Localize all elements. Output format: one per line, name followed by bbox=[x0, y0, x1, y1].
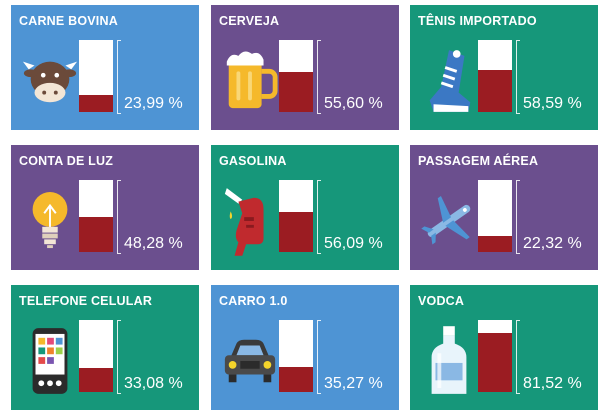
percentage-value: 56,09 % bbox=[324, 235, 383, 252]
bar-bracket bbox=[117, 320, 121, 394]
fuel-nozzle-icon bbox=[221, 183, 279, 259]
percentage-bar bbox=[478, 180, 512, 252]
cow-icon bbox=[21, 43, 79, 119]
percentage-bar-fill bbox=[279, 366, 313, 392]
card-title: TÊNIS IMPORTADO bbox=[418, 14, 537, 28]
cell-phone-icon bbox=[21, 323, 79, 399]
card-title: VODCA bbox=[418, 294, 465, 308]
percentage-value: 22,32 % bbox=[523, 235, 582, 252]
percentage-bar-fill bbox=[79, 368, 113, 392]
card-title: GASOLINA bbox=[219, 154, 287, 168]
sneaker-icon bbox=[420, 43, 478, 119]
car-icon bbox=[221, 323, 279, 399]
card-title: TELEFONE CELULAR bbox=[19, 294, 153, 308]
card-vodca: VODCA 81,52 % bbox=[410, 285, 598, 410]
percentage-bar bbox=[79, 40, 113, 112]
percentage-value: 33,08 % bbox=[124, 375, 183, 392]
percentage-bar bbox=[279, 40, 313, 112]
beer-mug-icon bbox=[221, 43, 279, 119]
card-title: CONTA DE LUZ bbox=[19, 154, 114, 168]
percentage-bar-fill bbox=[279, 211, 313, 252]
percentage-bar-fill bbox=[79, 94, 113, 112]
percentage-bar bbox=[478, 320, 512, 392]
card-gasolina: GASOLINA 56,09 % bbox=[211, 145, 399, 270]
card-carne-bovina: CARNE BOVINA 23,99 % bbox=[11, 5, 199, 130]
card-title: CERVEJA bbox=[219, 14, 280, 28]
percentage-bar bbox=[79, 320, 113, 392]
percentage-bar-fill bbox=[478, 69, 512, 112]
bar-bracket bbox=[317, 320, 321, 394]
percentage-bar-fill bbox=[478, 333, 512, 392]
card-title: PASSAGEM AÉREA bbox=[418, 154, 539, 168]
card-conta-de-luz: CONTA DE LUZ 48,28 % bbox=[11, 145, 199, 270]
card-carro-1-0: CARRO 1.0 35,27 % bbox=[211, 285, 399, 410]
percentage-bar-fill bbox=[79, 217, 113, 252]
airplane-icon bbox=[420, 183, 478, 259]
bar-bracket bbox=[117, 40, 121, 114]
percentage-value: 58,59 % bbox=[523, 95, 582, 112]
percentage-bar bbox=[79, 180, 113, 252]
percentage-value: 23,99 % bbox=[124, 95, 183, 112]
percentage-value: 48,28 % bbox=[124, 235, 183, 252]
percentage-value: 81,52 % bbox=[523, 375, 582, 392]
percentage-bar bbox=[279, 320, 313, 392]
percentage-bar-fill bbox=[478, 235, 512, 252]
percentage-value: 35,27 % bbox=[324, 375, 383, 392]
light-bulb-icon bbox=[21, 183, 79, 259]
vodka-bottle-icon bbox=[420, 323, 478, 399]
card-title: CARRO 1.0 bbox=[219, 294, 288, 308]
bar-bracket bbox=[317, 180, 321, 254]
card-passagem-aerea: PASSAGEM AÉREA 22,32 % bbox=[410, 145, 598, 270]
bar-bracket bbox=[117, 180, 121, 254]
percentage-bar-fill bbox=[279, 71, 313, 112]
percentage-bar bbox=[279, 180, 313, 252]
percentage-bar bbox=[478, 40, 512, 112]
bar-bracket bbox=[317, 40, 321, 114]
percentage-value: 55,60 % bbox=[324, 95, 383, 112]
card-telefone-celular: TELEFONE CELULAR 33,08 % bbox=[11, 285, 199, 410]
card-cerveja: CERVEJA 55,60 % bbox=[211, 5, 399, 130]
card-tenis-importado: TÊNIS IMPORTADO 58,59 % bbox=[410, 5, 598, 130]
bar-bracket bbox=[516, 320, 520, 394]
bar-bracket bbox=[516, 40, 520, 114]
bar-bracket bbox=[516, 180, 520, 254]
card-title: CARNE BOVINA bbox=[19, 14, 118, 28]
